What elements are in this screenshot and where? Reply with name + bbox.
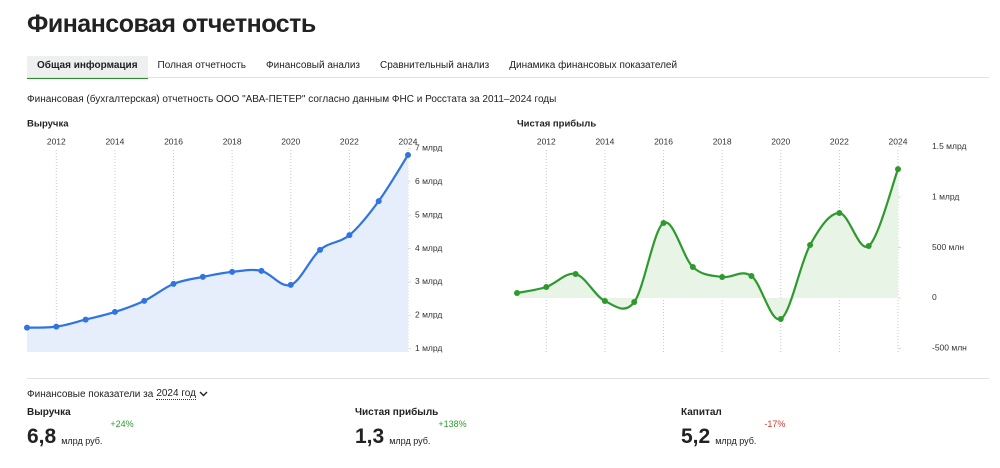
y-tick-label: 1.5 млрд bbox=[932, 141, 967, 151]
point[interactable] bbox=[895, 166, 901, 173]
indicator: Капитал 5,2 млрд руб. -17% bbox=[681, 407, 785, 449]
indicator-label: Чистая прибыль bbox=[355, 407, 439, 418]
y-tick-label: 3 млрд bbox=[415, 276, 442, 286]
point[interactable] bbox=[807, 241, 814, 248]
tab-bar: Общая информация Полная отчетность Финансо… bbox=[27, 56, 687, 79]
point[interactable] bbox=[719, 273, 726, 280]
point[interactable] bbox=[405, 152, 411, 159]
indicator-value: 6,8 bbox=[27, 425, 57, 448]
point[interactable] bbox=[836, 209, 843, 216]
indicator: Чистая прибыль 1,3 млрд руб. +138% bbox=[355, 407, 467, 449]
x-tick-label: 2014 bbox=[595, 136, 614, 146]
point[interactable] bbox=[170, 280, 177, 287]
chart-title: Чистая прибыль bbox=[517, 119, 596, 130]
y-tick-label: 4 млрд bbox=[415, 243, 442, 253]
indicator: Выручка 6,8 млрд руб. +24% bbox=[27, 407, 134, 449]
page-title: Финансовая отчетность bbox=[27, 10, 316, 38]
x-tick-label: 2018 bbox=[713, 136, 732, 146]
indicator-change: +24% bbox=[110, 419, 134, 429]
y-tick-label: 6 млрд bbox=[415, 176, 442, 186]
point[interactable] bbox=[82, 316, 89, 323]
point[interactable] bbox=[543, 283, 550, 290]
point[interactable] bbox=[689, 263, 696, 270]
point[interactable] bbox=[660, 219, 667, 226]
x-tick-label: 2012 bbox=[537, 136, 556, 146]
indicator-unit: млрд руб. bbox=[389, 436, 431, 446]
tab[interactable]: Сравнительный анализ bbox=[380, 60, 490, 71]
subtitle: Финансовая (бухгалтерская) отчетность ОО… bbox=[27, 94, 557, 105]
area bbox=[27, 155, 408, 352]
indicator-change: -17% bbox=[764, 419, 786, 429]
indicator-row: 5,2 млрд руб. -17% bbox=[681, 419, 785, 449]
point[interactable] bbox=[111, 308, 118, 315]
tab[interactable]: Общая информация bbox=[27, 56, 148, 79]
y-tick-label: 0 bbox=[932, 292, 937, 302]
y-tick-label: 1 млрд bbox=[415, 343, 442, 353]
divider bbox=[27, 77, 989, 78]
indicator-unit: млрд руб. bbox=[715, 436, 757, 446]
x-tick-label: 2024 bbox=[399, 136, 418, 146]
charts: Выручка 2012 2014 2016 2018 2020 2022 2024 1 млр… bbox=[24, 119, 967, 353]
y-tick-label: 1 млрд bbox=[932, 191, 959, 201]
point[interactable] bbox=[346, 232, 353, 239]
point[interactable] bbox=[865, 243, 872, 249]
point[interactable] bbox=[375, 198, 382, 205]
indicator-unit: млрд руб. bbox=[61, 436, 103, 446]
y-tick-label: -500 млн bbox=[932, 343, 967, 353]
year-select[interactable]: 2024 год bbox=[156, 388, 196, 400]
area bbox=[517, 169, 898, 320]
point[interactable] bbox=[53, 323, 60, 330]
point[interactable] bbox=[572, 270, 579, 277]
tab[interactable]: Полная отчетность bbox=[157, 60, 247, 71]
point[interactable] bbox=[199, 273, 206, 280]
tab[interactable]: Динамика финансовых показателей bbox=[509, 60, 678, 71]
indicator-row: 6,8 млрд руб. +24% bbox=[27, 419, 134, 449]
indicator-row: 1,3 млрд руб. +138% bbox=[355, 419, 467, 449]
x-tick-label: 2018 bbox=[223, 136, 242, 146]
point[interactable] bbox=[287, 281, 294, 288]
point[interactable] bbox=[258, 267, 265, 274]
point[interactable] bbox=[229, 268, 236, 275]
x-tick-label: 2020 bbox=[771, 136, 790, 146]
indicator-label: Капитал bbox=[681, 407, 722, 418]
point[interactable] bbox=[631, 299, 638, 306]
indicator-value: 5,2 bbox=[681, 425, 711, 448]
x-tick-label: 2024 bbox=[889, 136, 908, 146]
x-tick-label: 2022 bbox=[830, 136, 849, 146]
divider bbox=[27, 378, 989, 379]
x-tick-label: 2014 bbox=[105, 136, 124, 146]
point[interactable] bbox=[601, 298, 608, 305]
point[interactable] bbox=[777, 315, 784, 322]
indicator-change: +138% bbox=[438, 419, 467, 429]
x-tick-label: 2012 bbox=[47, 136, 66, 146]
x-tick-label: 2020 bbox=[281, 136, 300, 146]
y-tick-label: 7 млрд bbox=[415, 143, 442, 153]
indicators-title: Финансовые показатели за bbox=[27, 388, 154, 400]
x-tick-label: 2016 bbox=[164, 136, 183, 146]
y-tick-label: 5 млрд bbox=[415, 209, 442, 219]
indicator-label: Выручка bbox=[27, 407, 71, 418]
y-tick-label: 2 млрд bbox=[415, 310, 442, 320]
point[interactable] bbox=[514, 289, 520, 296]
tab[interactable]: Финансовый анализ bbox=[266, 60, 360, 71]
chevron bbox=[199, 391, 208, 397]
indicator-value: 1,3 bbox=[355, 425, 385, 448]
x-tick-label: 2016 bbox=[654, 136, 673, 146]
point[interactable] bbox=[748, 272, 755, 279]
point[interactable] bbox=[24, 324, 30, 331]
point[interactable] bbox=[141, 297, 148, 304]
indicators-header[interactable]: Финансовые показатели за 2024 год bbox=[27, 388, 208, 400]
x-tick-label: 2022 bbox=[340, 136, 359, 146]
chart-title: Выручка bbox=[27, 119, 69, 130]
y-tick-label: 500 млн bbox=[932, 242, 964, 252]
point[interactable] bbox=[317, 246, 324, 253]
